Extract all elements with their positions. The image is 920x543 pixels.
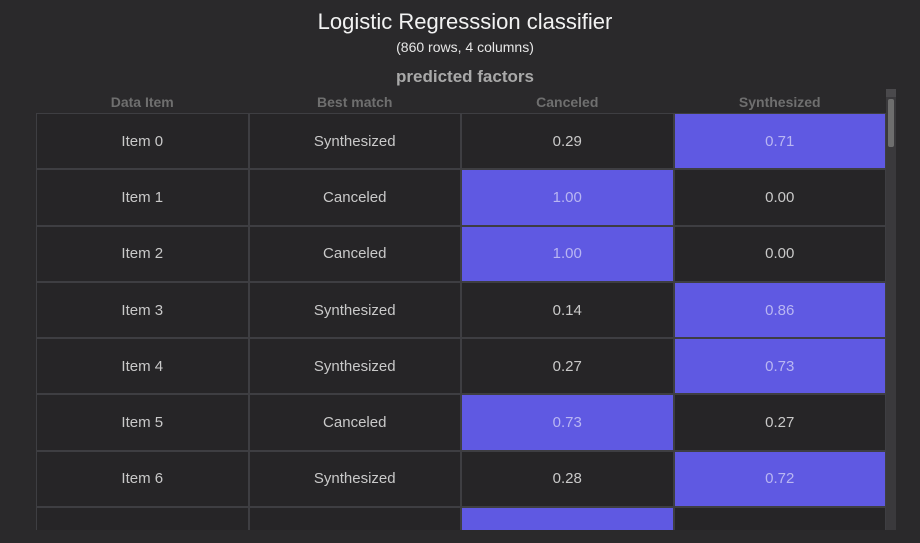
table-row[interactable] <box>36 507 886 530</box>
cell-data-item: Item 2 <box>36 225 249 282</box>
section-title: predicted factors <box>396 67 534 86</box>
cell-data-item: Item 4 <box>36 338 249 395</box>
cell-best-match: Synthesized <box>248 281 461 339</box>
cell-best-match: Synthesized <box>248 338 461 395</box>
cell-best-match: Canceled <box>248 225 461 282</box>
column-header-data-item[interactable]: Data Item <box>110 94 174 110</box>
cell-synthesized: 0.27 <box>673 394 886 451</box>
column-header-canceled[interactable]: Canceled <box>536 94 599 110</box>
vertical-scrollbar[interactable] <box>886 89 896 530</box>
cell-synthesized: 0.00 <box>673 225 886 282</box>
cell-synthesized: 0.00 <box>673 169 886 226</box>
table-row[interactable]: Item 1 Canceled 1.00 0.00 <box>36 169 886 226</box>
column-header-synthesized[interactable]: Synthesized <box>738 94 821 110</box>
table-viewport[interactable]: Item 0 Synthesized 0.29 0.71 Item 1 Canceled 1… <box>36 113 886 530</box>
column-header-best-match[interactable]: Best match <box>317 94 393 110</box>
table-row[interactable]: Item 0 Synthesized 0.29 0.71 <box>36 113 886 170</box>
cell-canceled: 0.29 <box>461 113 674 170</box>
cell-best-match: Canceled <box>248 394 461 451</box>
table-row[interactable]: Item 5 Canceled 0.73 0.27 <box>36 394 886 451</box>
cell-synthesized: 0.71 <box>673 113 886 170</box>
table-row[interactable]: Item 6 Synthesized 0.28 0.72 <box>36 450 886 508</box>
cell-synthesized: 0.72 <box>673 450 886 508</box>
cell-canceled: 1.00 <box>461 225 674 282</box>
cell-data-item: Item 5 <box>36 394 249 451</box>
cell-best-match: Canceled <box>248 169 461 226</box>
cell-canceled <box>461 507 674 530</box>
scrollbar-thumb[interactable] <box>888 99 894 147</box>
cell-data-item: Item 0 <box>36 113 249 170</box>
cell-data-item <box>36 507 249 530</box>
table-header: Data Item Best match Canceled Synthesize… <box>36 94 886 110</box>
page-subtitle: (860 rows, 4 columns) <box>396 39 534 55</box>
cell-canceled: 0.27 <box>461 338 674 395</box>
cell-best-match: Synthesized <box>248 113 461 170</box>
cell-canceled: 1.00 <box>461 169 674 226</box>
cell-best-match <box>248 507 461 530</box>
scrollbar-track-top <box>886 89 896 97</box>
cell-synthesized <box>673 507 886 530</box>
cell-canceled: 0.14 <box>461 281 674 339</box>
table-row[interactable]: Item 2 Canceled 1.00 0.00 <box>36 225 886 282</box>
cell-data-item: Item 3 <box>36 281 249 339</box>
cell-canceled: 0.73 <box>461 394 674 451</box>
cell-data-item: Item 6 <box>36 450 249 508</box>
table-row[interactable]: Item 4 Synthesized 0.27 0.73 <box>36 338 886 395</box>
cell-synthesized: 0.86 <box>673 281 886 339</box>
table-row[interactable]: Item 3 Synthesized 0.14 0.86 <box>36 281 886 339</box>
results-table: Item 0 Synthesized 0.29 0.71 Item 1 Canceled 1… <box>36 113 886 530</box>
cell-best-match: Synthesized <box>248 450 461 508</box>
cell-synthesized: 0.73 <box>673 338 886 395</box>
cell-canceled: 0.28 <box>461 450 674 508</box>
page-title: Logistic Regresssion classifier <box>317 9 613 34</box>
cell-data-item: Item 1 <box>36 169 249 226</box>
